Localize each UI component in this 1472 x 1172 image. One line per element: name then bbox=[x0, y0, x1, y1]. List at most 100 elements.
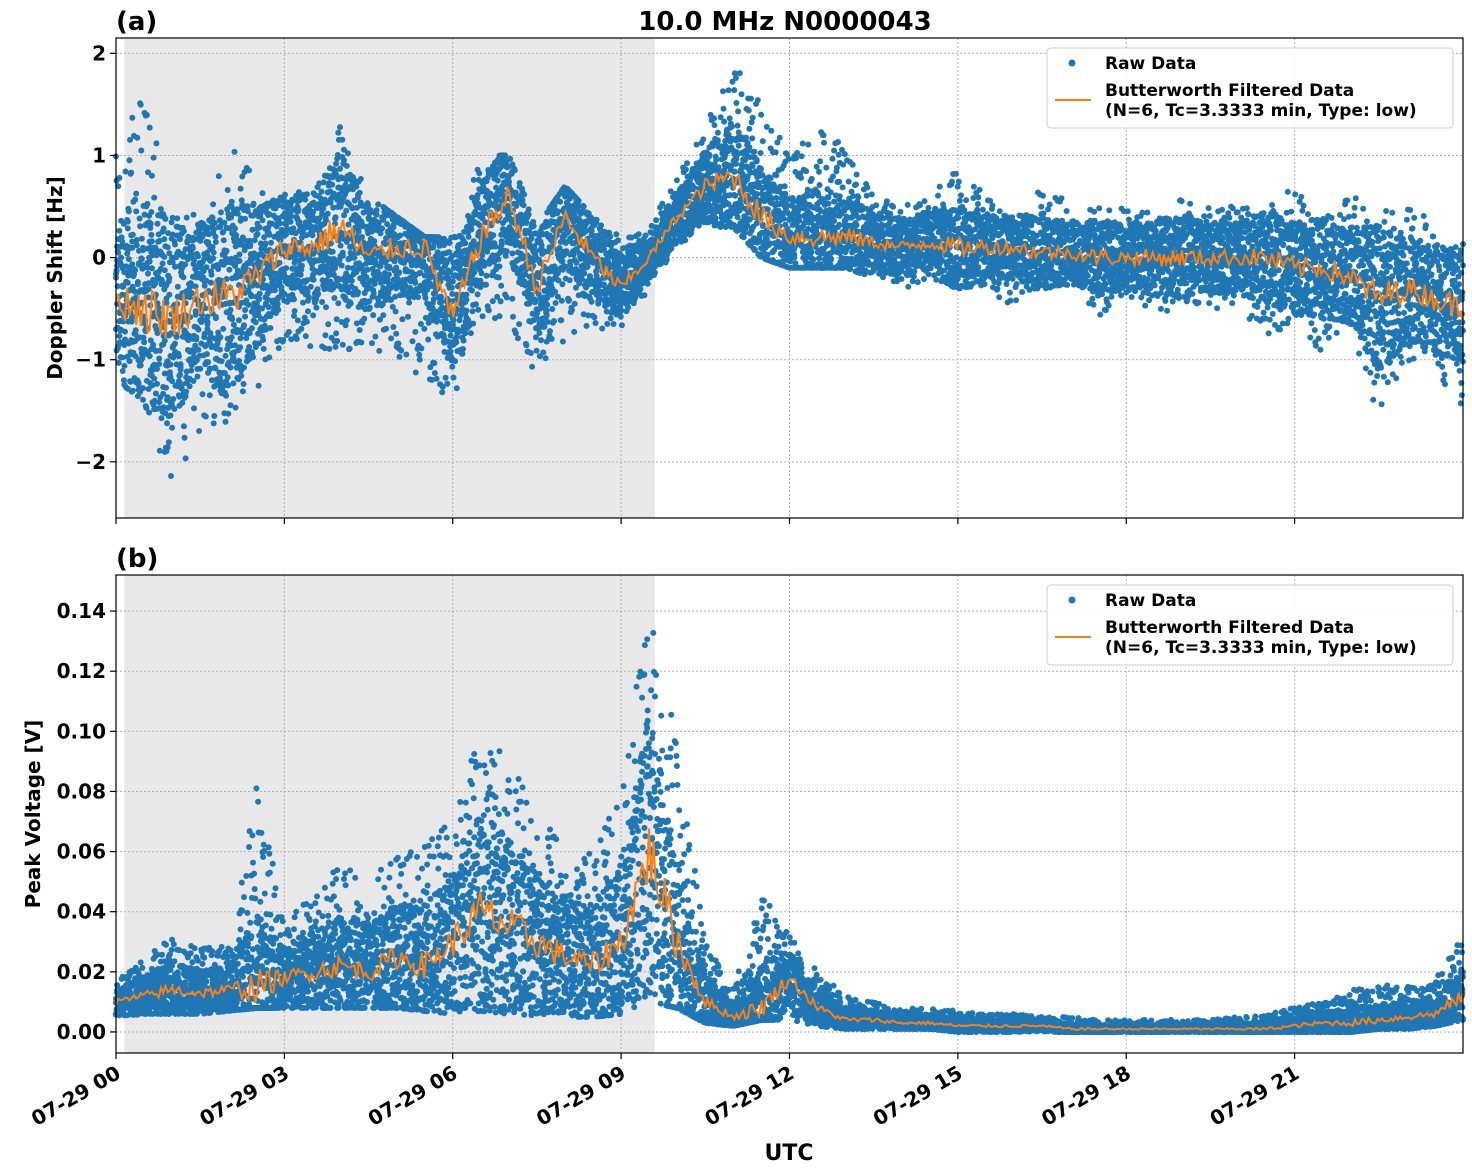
raw-data-point bbox=[140, 334, 147, 341]
raw-data-point bbox=[366, 304, 373, 311]
raw-data-point bbox=[145, 386, 152, 392]
raw-data-point bbox=[711, 115, 717, 122]
raw-data-point bbox=[735, 142, 742, 149]
raw-data-point bbox=[223, 247, 230, 254]
raw-data-point bbox=[145, 286, 152, 293]
raw-data-point bbox=[803, 168, 810, 175]
raw-data-point bbox=[356, 189, 363, 196]
raw-data-point bbox=[129, 231, 136, 238]
raw-data-point bbox=[754, 97, 761, 104]
raw-data-point bbox=[167, 361, 174, 368]
raw-data-point bbox=[223, 276, 230, 282]
raw-data-point bbox=[357, 176, 364, 182]
raw-data-point bbox=[618, 307, 625, 314]
raw-data-point bbox=[166, 369, 173, 376]
raw-data-point bbox=[356, 327, 363, 333]
raw-data-point bbox=[177, 366, 184, 373]
raw-data-point bbox=[307, 343, 314, 350]
raw-data-point bbox=[147, 244, 154, 251]
raw-data-point bbox=[726, 115, 733, 122]
raw-data-point bbox=[116, 174, 123, 181]
raw-data-point bbox=[543, 312, 550, 319]
raw-data-point bbox=[164, 420, 171, 427]
raw-data-point bbox=[212, 313, 219, 320]
raw-data-point bbox=[145, 169, 151, 176]
raw-data-point bbox=[156, 399, 163, 406]
raw-data-point bbox=[183, 368, 190, 375]
raw-data-point bbox=[183, 214, 190, 221]
raw-data-point bbox=[242, 215, 249, 222]
raw-data-point bbox=[225, 382, 232, 389]
raw-data-point bbox=[120, 283, 127, 290]
raw-data-point bbox=[382, 241, 389, 247]
raw-data-point bbox=[291, 308, 298, 314]
raw-data-point bbox=[168, 473, 174, 479]
raw-data-point bbox=[180, 228, 187, 235]
raw-data-point bbox=[133, 208, 140, 215]
raw-data-point bbox=[295, 206, 302, 213]
raw-data-point bbox=[363, 274, 370, 281]
raw-data-point bbox=[581, 270, 588, 277]
raw-data-point bbox=[237, 335, 244, 342]
raw-data-point bbox=[325, 321, 332, 328]
raw-data-point bbox=[548, 335, 555, 342]
raw-data-point bbox=[148, 231, 155, 238]
raw-data-point bbox=[208, 271, 215, 278]
raw-data-point bbox=[120, 377, 127, 384]
raw-data-point bbox=[757, 150, 764, 156]
raw-data-point bbox=[732, 192, 739, 199]
raw-data-point bbox=[525, 211, 532, 218]
raw-data-point bbox=[238, 329, 245, 336]
raw-data-point bbox=[174, 283, 181, 290]
raw-data-point bbox=[313, 304, 320, 311]
raw-data-point bbox=[403, 351, 410, 358]
raw-data-point bbox=[119, 368, 126, 374]
raw-data-point bbox=[509, 295, 516, 302]
raw-data-point bbox=[188, 367, 195, 374]
raw-data-point bbox=[183, 388, 190, 395]
raw-data-point bbox=[418, 345, 425, 352]
raw-data-point bbox=[503, 294, 510, 301]
raw-data-point bbox=[339, 136, 346, 143]
raw-data-point bbox=[161, 267, 168, 274]
raw-data-point bbox=[453, 385, 460, 392]
raw-data-point bbox=[238, 299, 245, 306]
raw-data-point bbox=[122, 168, 129, 175]
raw-data-point bbox=[749, 114, 756, 121]
raw-data-point bbox=[269, 220, 276, 227]
raw-data-point bbox=[189, 245, 196, 252]
raw-data-point bbox=[714, 129, 721, 136]
raw-data-point bbox=[303, 191, 310, 198]
raw-data-point bbox=[242, 307, 249, 313]
raw-data-point bbox=[141, 211, 148, 218]
raw-data-point bbox=[259, 190, 266, 197]
raw-data-point bbox=[293, 336, 300, 342]
raw-data-point bbox=[143, 112, 150, 118]
raw-data-point bbox=[122, 328, 128, 335]
raw-data-point bbox=[782, 190, 789, 197]
raw-data-point bbox=[144, 200, 151, 207]
raw-data-point bbox=[190, 211, 197, 218]
raw-data-point bbox=[483, 281, 489, 288]
raw-data-point bbox=[244, 208, 251, 215]
raw-data-point bbox=[463, 296, 470, 303]
raw-data-point bbox=[361, 315, 368, 322]
raw-data-point bbox=[338, 262, 345, 269]
raw-data-point bbox=[160, 390, 167, 397]
raw-data-point bbox=[265, 296, 272, 303]
raw-data-point bbox=[615, 237, 621, 244]
raw-data-point bbox=[128, 169, 135, 176]
raw-data-point bbox=[212, 233, 219, 240]
raw-data-point bbox=[494, 177, 501, 184]
raw-data-point bbox=[442, 374, 449, 381]
raw-data-point bbox=[200, 317, 206, 324]
raw-data-point bbox=[129, 283, 136, 290]
raw-data-point bbox=[154, 380, 160, 387]
raw-data-point bbox=[151, 375, 158, 382]
raw-data-point bbox=[711, 122, 718, 129]
raw-data-point bbox=[343, 207, 350, 214]
raw-data-point bbox=[398, 347, 405, 354]
raw-data-point bbox=[469, 308, 476, 315]
raw-data-point bbox=[238, 372, 245, 379]
